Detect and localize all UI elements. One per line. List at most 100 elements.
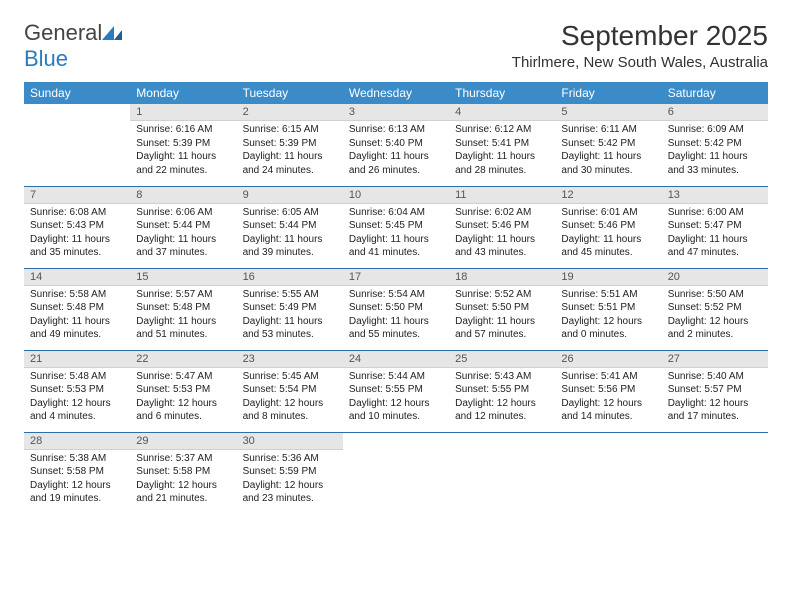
sunrise-text: Sunrise: 5:58 AM xyxy=(30,288,124,302)
calendar-week-row: 1Sunrise: 6:16 AMSunset: 5:39 PMDaylight… xyxy=(24,104,768,186)
sunset-text: Sunset: 5:39 PM xyxy=(243,137,337,151)
sunset-text: Sunset: 5:56 PM xyxy=(561,383,655,397)
sunrise-text: Sunrise: 5:55 AM xyxy=(243,288,337,302)
weekday-header: Monday xyxy=(130,82,236,104)
daylight-text: Daylight: 11 hours and 33 minutes. xyxy=(668,150,762,177)
calendar-day-cell: 26Sunrise: 5:41 AMSunset: 5:56 PMDayligh… xyxy=(555,350,661,432)
day-body: Sunrise: 6:16 AMSunset: 5:39 PMDaylight:… xyxy=(130,121,236,181)
day-body: Sunrise: 5:37 AMSunset: 5:58 PMDaylight:… xyxy=(130,450,236,510)
day-body: Sunrise: 5:43 AMSunset: 5:55 PMDaylight:… xyxy=(449,368,555,428)
calendar-day-cell: 17Sunrise: 5:54 AMSunset: 5:50 PMDayligh… xyxy=(343,268,449,350)
sunrise-text: Sunrise: 5:43 AM xyxy=(455,370,549,384)
title-block: September 2025 Thirlmere, New South Wale… xyxy=(512,20,768,71)
weekday-header: Friday xyxy=(555,82,661,104)
sunrise-text: Sunrise: 6:15 AM xyxy=(243,123,337,137)
day-number: 6 xyxy=(662,104,768,121)
day-body: Sunrise: 6:12 AMSunset: 5:41 PMDaylight:… xyxy=(449,121,555,181)
sunrise-text: Sunrise: 5:51 AM xyxy=(561,288,655,302)
day-number: 27 xyxy=(662,351,768,368)
day-body: Sunrise: 5:48 AMSunset: 5:53 PMDaylight:… xyxy=(24,368,130,428)
day-body: Sunrise: 5:57 AMSunset: 5:48 PMDaylight:… xyxy=(130,286,236,346)
day-number: 26 xyxy=(555,351,661,368)
calendar-day-cell: 8Sunrise: 6:06 AMSunset: 5:44 PMDaylight… xyxy=(130,186,236,268)
day-number: 2 xyxy=(237,104,343,121)
sunset-text: Sunset: 5:42 PM xyxy=(668,137,762,151)
day-body: Sunrise: 5:40 AMSunset: 5:57 PMDaylight:… xyxy=(662,368,768,428)
logo: General Blue xyxy=(24,20,122,72)
calendar-day-cell: 4Sunrise: 6:12 AMSunset: 5:41 PMDaylight… xyxy=(449,104,555,186)
day-body: Sunrise: 6:00 AMSunset: 5:47 PMDaylight:… xyxy=(662,204,768,264)
calendar-day-cell: 10Sunrise: 6:04 AMSunset: 5:45 PMDayligh… xyxy=(343,186,449,268)
day-number: 30 xyxy=(237,433,343,450)
day-number: 16 xyxy=(237,269,343,286)
sunrise-text: Sunrise: 6:01 AM xyxy=(561,206,655,220)
daylight-text: Daylight: 11 hours and 28 minutes. xyxy=(455,150,549,177)
calendar-day-cell xyxy=(449,432,555,514)
sunrise-text: Sunrise: 5:37 AM xyxy=(136,452,230,466)
sunrise-text: Sunrise: 6:08 AM xyxy=(30,206,124,220)
daylight-text: Daylight: 11 hours and 43 minutes. xyxy=(455,233,549,260)
day-body: Sunrise: 6:11 AMSunset: 5:42 PMDaylight:… xyxy=(555,121,661,181)
weekday-header: Wednesday xyxy=(343,82,449,104)
day-body: Sunrise: 5:55 AMSunset: 5:49 PMDaylight:… xyxy=(237,286,343,346)
sunset-text: Sunset: 5:55 PM xyxy=(349,383,443,397)
sunrise-text: Sunrise: 5:36 AM xyxy=(243,452,337,466)
day-body: Sunrise: 5:54 AMSunset: 5:50 PMDaylight:… xyxy=(343,286,449,346)
weekday-header: Sunday xyxy=(24,82,130,104)
sunset-text: Sunset: 5:57 PM xyxy=(668,383,762,397)
sunrise-text: Sunrise: 5:47 AM xyxy=(136,370,230,384)
day-number: 5 xyxy=(555,104,661,121)
page-title: September 2025 xyxy=(512,20,768,52)
calendar-day-cell: 28Sunrise: 5:38 AMSunset: 5:58 PMDayligh… xyxy=(24,432,130,514)
sunrise-text: Sunrise: 6:05 AM xyxy=(243,206,337,220)
day-body: Sunrise: 5:47 AMSunset: 5:53 PMDaylight:… xyxy=(130,368,236,428)
day-number: 12 xyxy=(555,187,661,204)
sunrise-text: Sunrise: 6:16 AM xyxy=(136,123,230,137)
calendar-week-row: 7Sunrise: 6:08 AMSunset: 5:43 PMDaylight… xyxy=(24,186,768,268)
day-number: 1 xyxy=(130,104,236,121)
logo-text-part2: Blue xyxy=(24,46,68,71)
day-body: Sunrise: 5:58 AMSunset: 5:48 PMDaylight:… xyxy=(24,286,130,346)
sunrise-text: Sunrise: 6:13 AM xyxy=(349,123,443,137)
sunset-text: Sunset: 5:47 PM xyxy=(668,219,762,233)
daylight-text: Daylight: 11 hours and 51 minutes. xyxy=(136,315,230,342)
sunset-text: Sunset: 5:45 PM xyxy=(349,219,443,233)
sunset-text: Sunset: 5:53 PM xyxy=(136,383,230,397)
sunset-text: Sunset: 5:43 PM xyxy=(30,219,124,233)
day-number: 10 xyxy=(343,187,449,204)
day-body: Sunrise: 5:51 AMSunset: 5:51 PMDaylight:… xyxy=(555,286,661,346)
daylight-text: Daylight: 11 hours and 45 minutes. xyxy=(561,233,655,260)
daylight-text: Daylight: 11 hours and 30 minutes. xyxy=(561,150,655,177)
daylight-text: Daylight: 11 hours and 22 minutes. xyxy=(136,150,230,177)
day-number: 3 xyxy=(343,104,449,121)
daylight-text: Daylight: 11 hours and 37 minutes. xyxy=(136,233,230,260)
sunrise-text: Sunrise: 6:00 AM xyxy=(668,206,762,220)
calendar-day-cell: 27Sunrise: 5:40 AMSunset: 5:57 PMDayligh… xyxy=(662,350,768,432)
sunrise-text: Sunrise: 5:41 AM xyxy=(561,370,655,384)
calendar-week-row: 14Sunrise: 5:58 AMSunset: 5:48 PMDayligh… xyxy=(24,268,768,350)
calendar-day-cell: 12Sunrise: 6:01 AMSunset: 5:46 PMDayligh… xyxy=(555,186,661,268)
calendar-day-cell: 1Sunrise: 6:16 AMSunset: 5:39 PMDaylight… xyxy=(130,104,236,186)
calendar-day-cell: 9Sunrise: 6:05 AMSunset: 5:44 PMDaylight… xyxy=(237,186,343,268)
sunrise-text: Sunrise: 6:02 AM xyxy=(455,206,549,220)
daylight-text: Daylight: 12 hours and 19 minutes. xyxy=(30,479,124,506)
day-body: Sunrise: 6:04 AMSunset: 5:45 PMDaylight:… xyxy=(343,204,449,264)
day-body: Sunrise: 5:45 AMSunset: 5:54 PMDaylight:… xyxy=(237,368,343,428)
day-number: 17 xyxy=(343,269,449,286)
day-number: 15 xyxy=(130,269,236,286)
day-body: Sunrise: 5:36 AMSunset: 5:59 PMDaylight:… xyxy=(237,450,343,510)
calendar-day-cell: 7Sunrise: 6:08 AMSunset: 5:43 PMDaylight… xyxy=(24,186,130,268)
sunrise-text: Sunrise: 6:11 AM xyxy=(561,123,655,137)
day-number: 14 xyxy=(24,269,130,286)
calendar-table: SundayMondayTuesdayWednesdayThursdayFrid… xyxy=(24,82,768,514)
sunset-text: Sunset: 5:40 PM xyxy=(349,137,443,151)
day-number: 11 xyxy=(449,187,555,204)
sunrise-text: Sunrise: 5:50 AM xyxy=(668,288,762,302)
day-body: Sunrise: 5:44 AMSunset: 5:55 PMDaylight:… xyxy=(343,368,449,428)
calendar-day-cell: 21Sunrise: 5:48 AMSunset: 5:53 PMDayligh… xyxy=(24,350,130,432)
daylight-text: Daylight: 12 hours and 4 minutes. xyxy=(30,397,124,424)
calendar-day-cell: 5Sunrise: 6:11 AMSunset: 5:42 PMDaylight… xyxy=(555,104,661,186)
calendar-day-cell: 24Sunrise: 5:44 AMSunset: 5:55 PMDayligh… xyxy=(343,350,449,432)
daylight-text: Daylight: 12 hours and 17 minutes. xyxy=(668,397,762,424)
calendar-day-cell: 29Sunrise: 5:37 AMSunset: 5:58 PMDayligh… xyxy=(130,432,236,514)
